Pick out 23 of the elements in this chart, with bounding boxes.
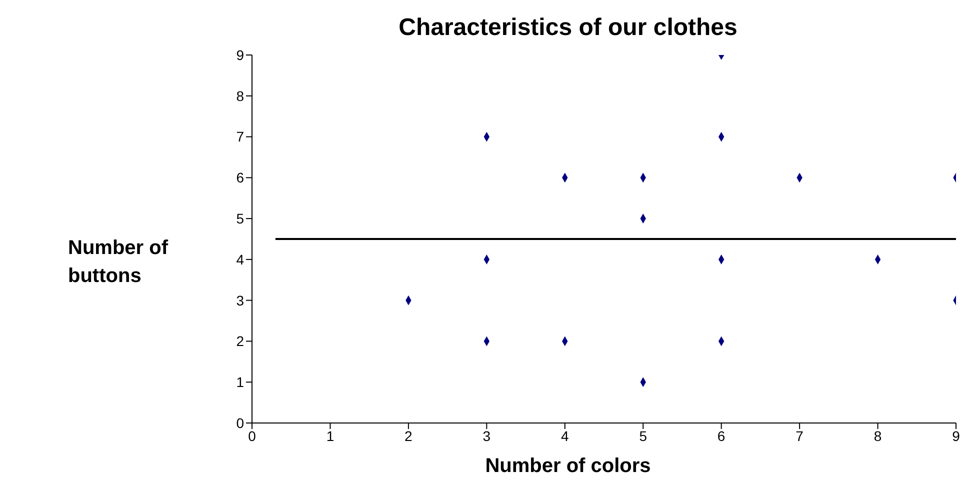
y-axis-title: Number of buttons (68, 236, 170, 289)
x-tick-label: 4 (560, 428, 569, 444)
x-tick-label: 3 (482, 428, 491, 444)
x-tick-label: 6 (717, 428, 726, 444)
y-tick-label: 0 (236, 414, 244, 431)
x-tick-label: 1 (326, 428, 334, 444)
x-tick-label: 7 (796, 428, 804, 444)
y-tick-label: 4 (236, 251, 244, 268)
y-tick-label: 9 (236, 46, 244, 63)
y-tick-label: 6 (236, 170, 244, 186)
x-tick-label: 9 (952, 428, 960, 444)
x-tick-label: 5 (639, 428, 648, 444)
x-tick-label: 8 (874, 428, 882, 444)
y-tick-label: 1 (236, 374, 244, 390)
y-tick-label: 5 (236, 210, 244, 227)
y-tick-label: 3 (236, 292, 244, 308)
chart-title: Characteristics of our clothes (398, 14, 738, 42)
x-tick-label: 2 (404, 428, 413, 444)
x-tick-label: 0 (248, 428, 256, 444)
x-axis-title: Number of colors (484, 455, 652, 478)
y-tick-label: 8 (236, 88, 244, 104)
y-tick-label: 2 (236, 333, 244, 350)
y-tick-label: 7 (236, 128, 244, 145)
